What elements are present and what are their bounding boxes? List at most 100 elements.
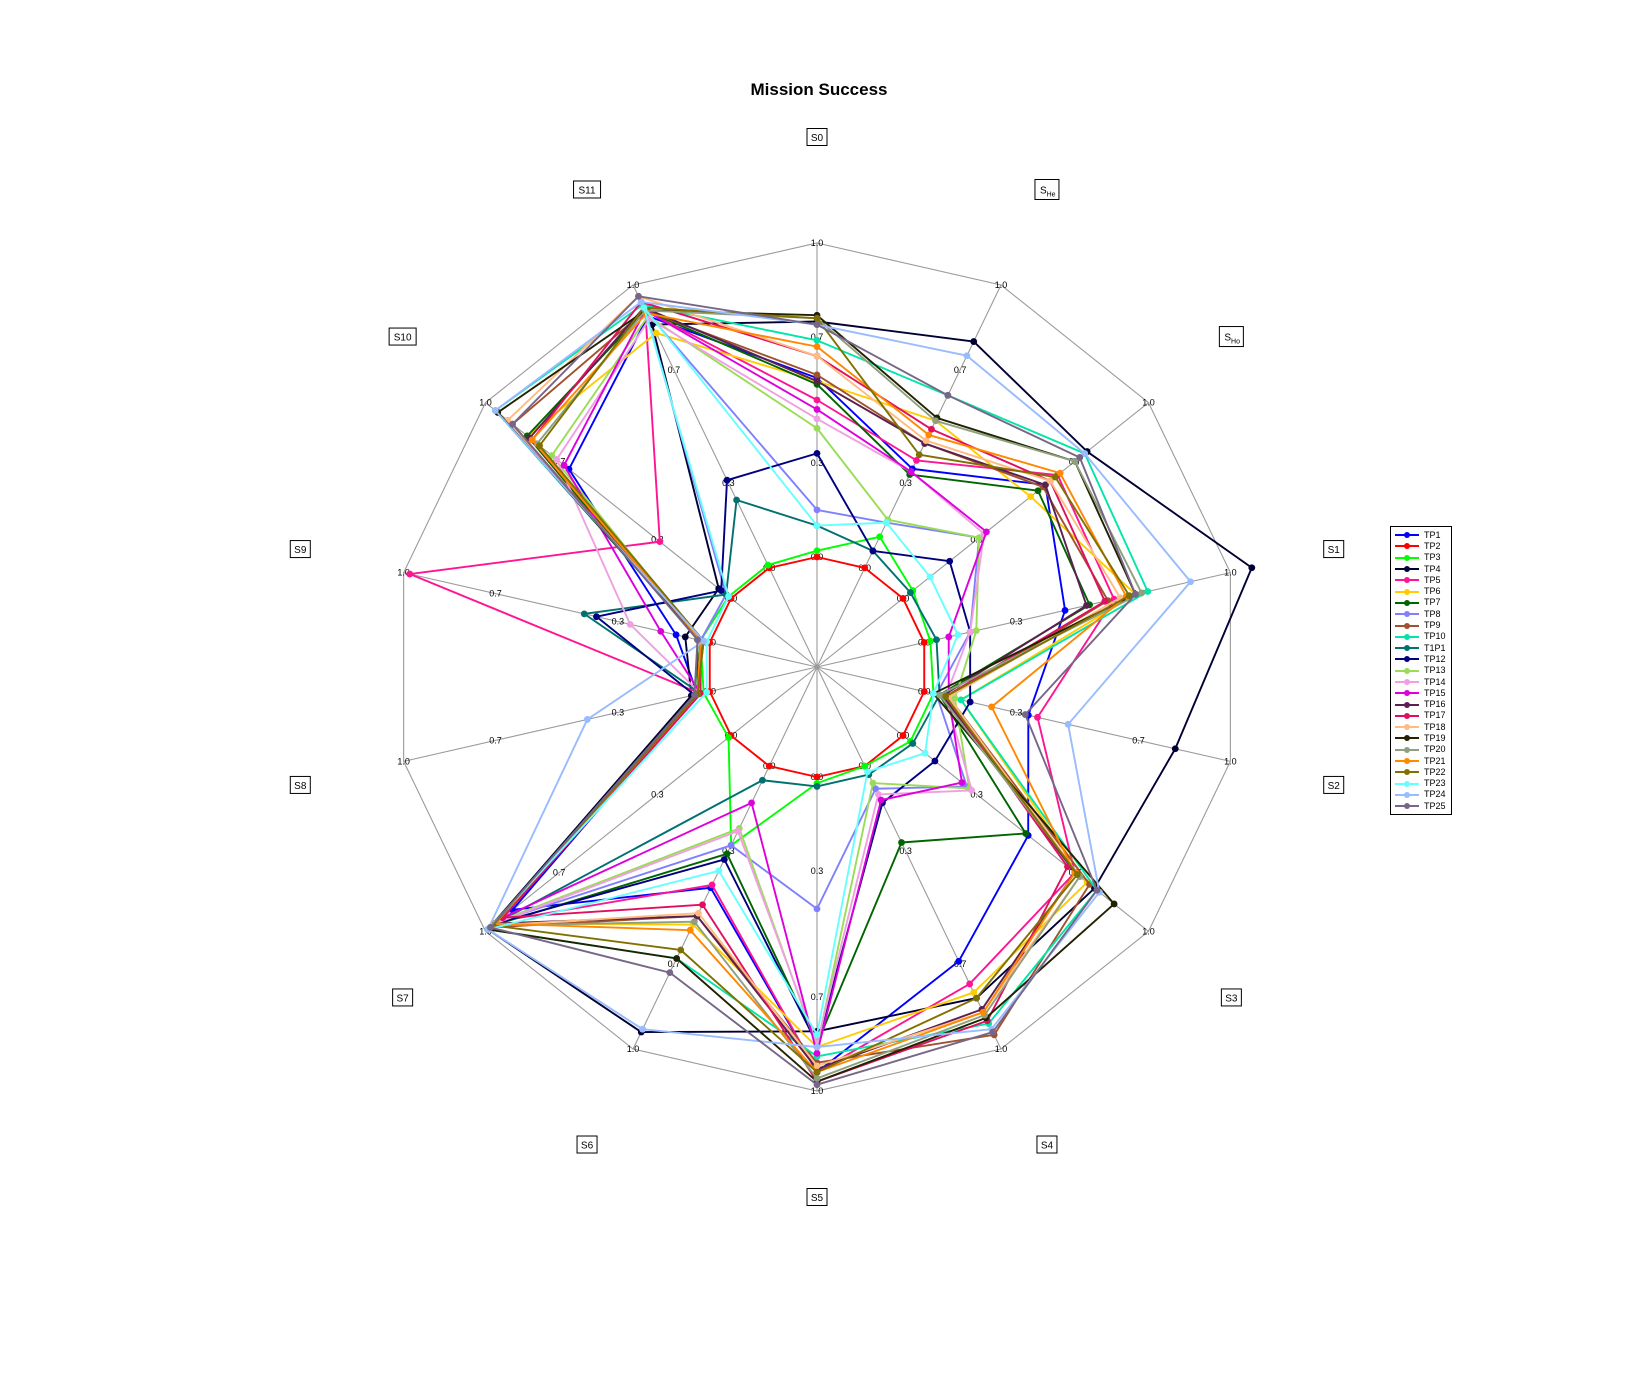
data-point-tp21 <box>988 703 995 711</box>
legend-swatch <box>1394 800 1420 811</box>
axis-label-s1: S1 <box>1323 540 1345 559</box>
tick-label: 1.0 <box>397 568 410 578</box>
data-point-tp13 <box>951 695 959 702</box>
data-point-tp24 <box>583 716 591 723</box>
data-point-tp8 <box>813 506 821 514</box>
data-point-tp5 <box>813 396 821 404</box>
chart-title: Mission Success <box>750 80 888 99</box>
data-point-tp24 <box>637 298 645 306</box>
legend-swatch <box>1394 597 1420 608</box>
data-point-tp2 <box>813 553 821 561</box>
data-point-t1p1 <box>580 610 588 618</box>
data-point-t1p1 <box>933 636 940 644</box>
axis-label-s6: S6 <box>576 1135 598 1154</box>
data-point-tp12 <box>966 698 974 706</box>
axis-label-s11: S11 <box>573 180 602 199</box>
data-point-tp3 <box>861 762 869 770</box>
data-point-tp7 <box>1022 830 1030 837</box>
legend-item: TP13 <box>1391 665 1451 676</box>
legend-item: TP10 <box>1391 631 1451 642</box>
legend-item: TP21 <box>1391 755 1451 766</box>
tick-label: 0.3 <box>811 458 824 468</box>
series-line-tp1 <box>511 315 1067 1074</box>
axis-label-s0: S0 <box>806 128 828 146</box>
tick-label: 1.0 <box>627 1044 640 1054</box>
data-point-tp22 <box>942 692 950 700</box>
data-point-tp14 <box>734 827 742 835</box>
legend-item: TP25 <box>1391 800 1451 811</box>
legend-label: TP3 <box>1424 552 1441 563</box>
data-point-tp12 <box>720 856 728 863</box>
legend-item: TP16 <box>1391 698 1451 709</box>
data-point-tp23 <box>703 688 711 696</box>
axis-label-box <box>1323 775 1345 794</box>
data-point-tp3 <box>813 547 821 555</box>
data-point-tp13 <box>975 534 983 542</box>
data-point-tp5 <box>656 538 664 546</box>
data-point-tp15 <box>657 627 665 635</box>
data-point-tp14 <box>626 620 634 628</box>
axis-label-text: S4 <box>1041 1141 1054 1152</box>
axis-label-text: S8 <box>294 781 307 792</box>
axis-label-s2: S2 <box>1323 775 1345 794</box>
data-point-tp18 <box>922 437 930 444</box>
axis-label-she: SHe <box>1034 178 1060 200</box>
legend-item: TP6 <box>1391 585 1451 596</box>
legend-swatch <box>1394 529 1420 540</box>
data-point-tp7 <box>898 839 905 846</box>
legend-label: TP9 <box>1424 620 1441 631</box>
legend-label: TP4 <box>1424 563 1441 574</box>
tick-label: 0.3 <box>970 789 983 799</box>
legend-item: TP12 <box>1391 653 1451 664</box>
data-point-tp12 <box>931 757 939 765</box>
legend-item: TP1 <box>1391 529 1451 540</box>
axis-label-subscript: Ho <box>1231 339 1240 346</box>
data-point-tp23 <box>921 749 929 757</box>
axis-label-text: S0 <box>811 133 824 144</box>
axis-label-s3: S3 <box>1220 988 1242 1007</box>
legend-label: TP19 <box>1424 732 1446 743</box>
data-point-tp2 <box>861 564 869 572</box>
axis-label-text: S11 <box>579 185 596 196</box>
data-point-t1p1 <box>909 740 917 747</box>
legend-label: TP2 <box>1424 540 1441 551</box>
data-point-tp22 <box>1073 871 1081 878</box>
data-point-tp5 <box>966 980 974 988</box>
legend-item: TP15 <box>1391 687 1451 698</box>
legend-swatch <box>1394 631 1420 642</box>
legend-item: TP22 <box>1391 766 1451 777</box>
legend-label: TP10 <box>1424 631 1446 642</box>
data-point-tp15 <box>560 461 568 469</box>
data-point-tp18 <box>695 909 702 917</box>
axis-label-box <box>1323 540 1345 559</box>
data-point-tp7 <box>723 850 731 858</box>
data-point-tp5 <box>406 570 414 578</box>
data-point-tp18 <box>1046 477 1054 485</box>
data-point-tp4 <box>970 338 978 345</box>
axis-label-box <box>388 327 417 346</box>
data-point-tp25 <box>813 1081 821 1089</box>
legend-label: TP20 <box>1424 744 1446 755</box>
legend-swatch <box>1394 620 1420 631</box>
data-point-tp17 <box>1101 597 1109 605</box>
axis-label-box <box>289 540 311 559</box>
legend-swatch <box>1394 744 1420 755</box>
axis-label-s10: S10 <box>388 327 417 346</box>
legend-swatch <box>1394 732 1420 743</box>
data-point-tp10 <box>813 336 821 344</box>
axis-label-text: S2 <box>1328 781 1341 792</box>
data-point-tp20 <box>813 1075 821 1082</box>
data-point-tp1 <box>672 631 680 639</box>
data-point-tp24 <box>963 352 971 360</box>
legend-item: TP3 <box>1391 552 1451 563</box>
data-point-tp14 <box>966 628 974 636</box>
spoke-line <box>632 284 818 668</box>
axis-label-text: S7 <box>397 993 410 1004</box>
spoke-line <box>816 572 1231 668</box>
radar-series <box>406 292 1256 1089</box>
tick-label: 1.0 <box>479 398 492 408</box>
data-point-tp3 <box>725 734 732 741</box>
data-point-tp15 <box>983 528 990 536</box>
data-point-t1p1 <box>906 589 914 596</box>
